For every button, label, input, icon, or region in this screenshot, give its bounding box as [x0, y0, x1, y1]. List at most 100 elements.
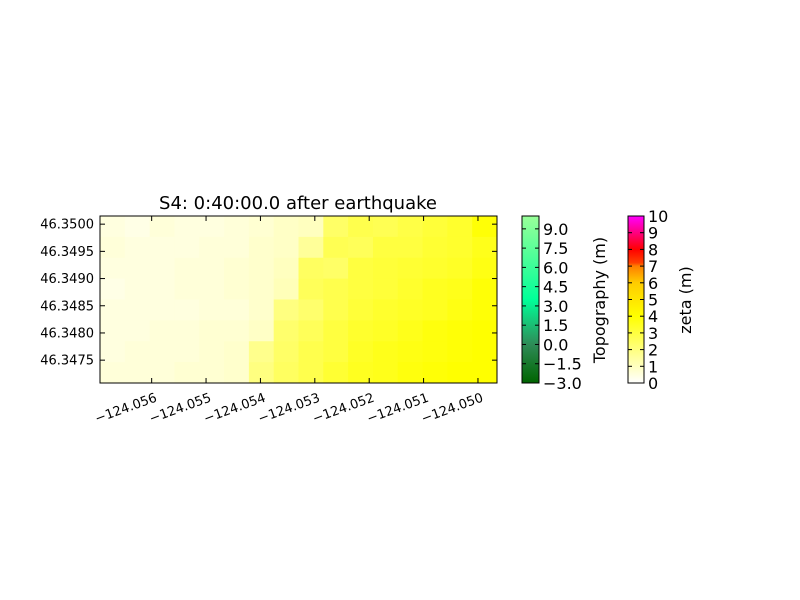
heatmap-cell: [472, 216, 497, 238]
colorbar-tick-label: 7: [648, 257, 658, 276]
heatmap-cell: [422, 278, 448, 301]
colorbar-zeta-label: zeta (m): [676, 266, 695, 333]
colorbar-tick-label: 5: [648, 291, 658, 310]
heatmap-cell: [199, 299, 225, 321]
heatmap-cell: [447, 278, 473, 301]
heatmap-cell: [472, 257, 497, 280]
heatmap-cell: [422, 236, 448, 259]
heatmap-cell: [273, 236, 300, 259]
heatmap-cell: [100, 257, 126, 280]
heatmap-cell: [124, 299, 151, 321]
heatmap-cell: [372, 257, 399, 280]
heatmap-cell: [174, 236, 200, 259]
x-tick-label: −124.051: [365, 391, 431, 427]
heatmap-cell: [447, 362, 473, 383]
heatmap-cell: [124, 257, 151, 280]
heatmap-cell: [298, 341, 324, 363]
heatmap-cell: [348, 278, 374, 301]
heatmap-cell: [174, 299, 200, 321]
heatmap-cell: [323, 341, 349, 363]
heatmap-cell: [149, 216, 176, 238]
colorbar-tick-label: 7.5: [543, 239, 568, 258]
heatmap-cell: [298, 320, 324, 342]
heatmap-cell: [323, 257, 349, 280]
heatmap-cell: [397, 362, 424, 383]
heatmap-cell: [397, 320, 424, 342]
heatmap-cell: [273, 257, 300, 280]
heatmap-cell: [124, 320, 151, 342]
heatmap-cell: [174, 341, 200, 363]
heatmap-cell: [323, 320, 349, 342]
heatmap-cell: [323, 362, 349, 383]
heatmap-cell: [422, 341, 448, 363]
heatmap-cell: [224, 320, 250, 342]
heatmap-cell: [100, 216, 126, 238]
heatmap-cell: [149, 362, 176, 383]
heatmap-cell: [248, 341, 275, 363]
heatmap-cell: [323, 216, 349, 238]
colorbar-tick-label: 2: [648, 341, 658, 360]
heatmap: [100, 216, 497, 383]
heatmap-cell: [472, 320, 497, 342]
x-tick-label: −124.056: [93, 391, 159, 427]
x-tick-label: −124.054: [202, 391, 268, 427]
colorbar-tick-label: 0: [648, 374, 658, 393]
x-tick-label: −124.053: [256, 391, 322, 427]
heatmap-cell: [248, 320, 275, 342]
y-tick-label: 46.3480: [40, 326, 94, 341]
heatmap-cell: [149, 236, 176, 259]
heatmap-cell: [348, 236, 374, 259]
heatmap-cell: [447, 257, 473, 280]
colorbar-tick-label: 8: [648, 240, 658, 259]
heatmap-cell: [199, 236, 225, 259]
y-tick-label: 46.3495: [40, 245, 94, 260]
heatmap-cell: [372, 299, 399, 321]
heatmap-cell: [472, 236, 497, 259]
colorbar-tick-label: 6: [648, 274, 658, 293]
heatmap-cell: [199, 257, 225, 280]
heatmap-cell: [447, 236, 473, 259]
colorbar-tick-label: 10: [648, 207, 668, 226]
heatmap-cell: [224, 278, 250, 301]
heatmap-cell: [149, 341, 176, 363]
colorbar-tick-label: 4.5: [543, 278, 568, 297]
heatmap-cell: [100, 362, 126, 383]
heatmap-cell: [397, 341, 424, 363]
heatmap-cell: [149, 299, 176, 321]
colorbar-tick-label: 9: [648, 224, 658, 243]
heatmap-cell: [348, 341, 374, 363]
heatmap-cell: [248, 299, 275, 321]
heatmap-cell: [174, 216, 200, 238]
colorbar-topography: −3.0−1.50.01.53.04.56.07.59.0 Topography…: [521, 215, 609, 393]
heatmap-cell: [323, 278, 349, 301]
heatmap-cell: [422, 257, 448, 280]
heatmap-cell: [348, 257, 374, 280]
heatmap-cell: [199, 320, 225, 342]
heatmap-cell: [124, 341, 151, 363]
heatmap-cell: [199, 278, 225, 301]
heatmap-cell: [298, 299, 324, 321]
colorbar-topography-gradient: [521, 215, 540, 384]
heatmap-cell: [298, 278, 324, 301]
heatmap-cell: [100, 236, 126, 259]
heatmap-cell: [273, 216, 300, 238]
heatmap-cell: [174, 278, 200, 301]
heatmap-cell: [224, 257, 250, 280]
y-tick-label: 46.3475: [40, 354, 94, 369]
heatmap-cell: [348, 299, 374, 321]
heatmap-cell: [100, 320, 126, 342]
y-tick-label: 46.3500: [40, 218, 94, 233]
heatmap-cell: [224, 216, 250, 238]
chart-title: S4: 0:40:00.0 after earthquake: [159, 193, 437, 214]
heatmap-cell: [248, 236, 275, 259]
heatmap-cell: [124, 362, 151, 383]
colorbar-tick-label: 3.0: [543, 297, 568, 316]
heatmap-cell: [397, 257, 424, 280]
heatmap-cell: [422, 299, 448, 321]
heatmap-cell: [372, 320, 399, 342]
heatmap-cell: [397, 236, 424, 259]
heatmap-cell: [124, 216, 151, 238]
heatmap-cell: [472, 362, 497, 383]
